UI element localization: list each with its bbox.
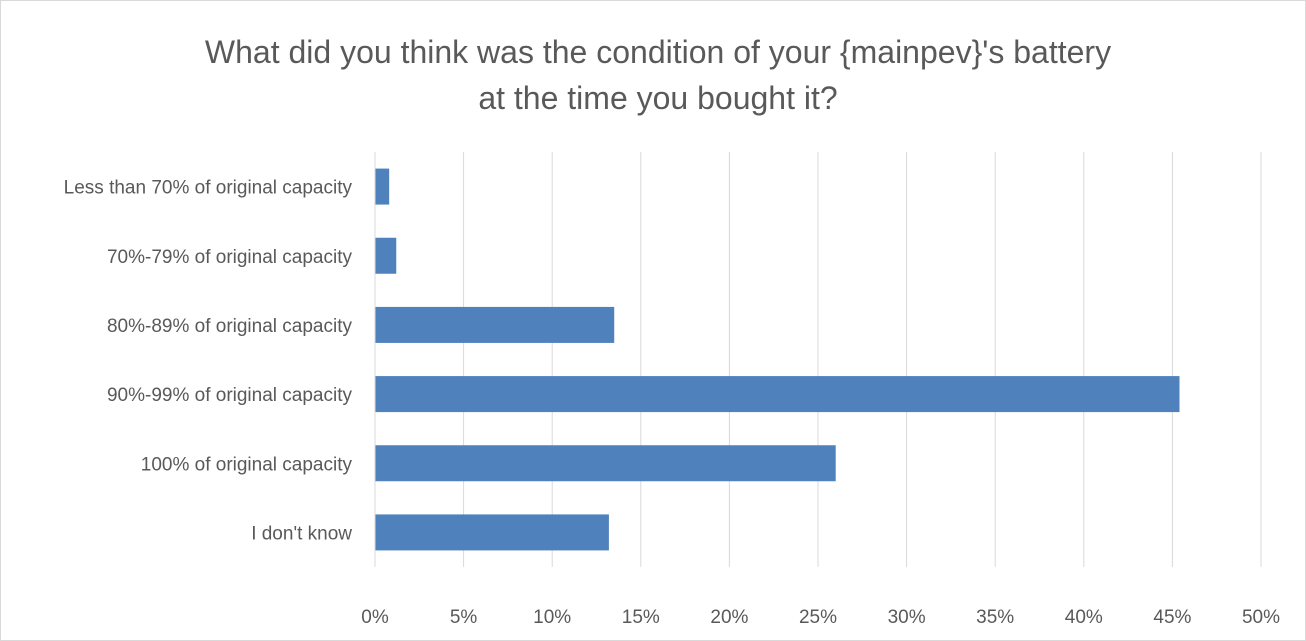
- gridlines: [463, 152, 1262, 567]
- bar: [375, 514, 609, 551]
- x-tick-label: 10%: [533, 607, 571, 628]
- bar: [375, 237, 397, 274]
- x-tick-label: 25%: [799, 607, 837, 628]
- bar: [375, 445, 836, 482]
- category-label: 90%-99% of original capacity: [107, 385, 353, 406]
- bar: [375, 306, 615, 343]
- x-tick-label: 30%: [888, 607, 926, 628]
- bars: [375, 168, 1180, 551]
- chart-title-line-2: at the time you bought it?: [478, 80, 838, 116]
- category-labels: Less than 70% of original capacity 70%-79…: [64, 178, 353, 545]
- x-tick-label: 5%: [450, 607, 478, 628]
- x-tick-label: 20%: [710, 607, 748, 628]
- category-label: Less than 70% of original capacity: [64, 178, 353, 199]
- x-tick-label: 50%: [1242, 607, 1280, 628]
- x-tick-labels: 0% 5% 10% 15% 20% 25% 30% 35% 40% 45% 50%: [361, 607, 1280, 628]
- category-label: I don't know: [251, 523, 352, 544]
- category-label: 70%-79% of original capacity: [107, 247, 353, 268]
- x-tick-label: 40%: [1065, 607, 1103, 628]
- bar: [375, 376, 1180, 413]
- x-tick-label: 35%: [976, 607, 1014, 628]
- x-tick-label: 0%: [361, 607, 389, 628]
- category-label: 100% of original capacity: [141, 454, 353, 475]
- x-tick-label: 15%: [622, 607, 660, 628]
- category-label: 80%-89% of original capacity: [107, 316, 353, 337]
- bar: [375, 168, 390, 205]
- chart-title-line-1: What did you think was the condition of …: [204, 34, 1112, 70]
- chart-title: What did you think was the condition of …: [0, 29, 1306, 121]
- x-tick-label: 45%: [1153, 607, 1191, 628]
